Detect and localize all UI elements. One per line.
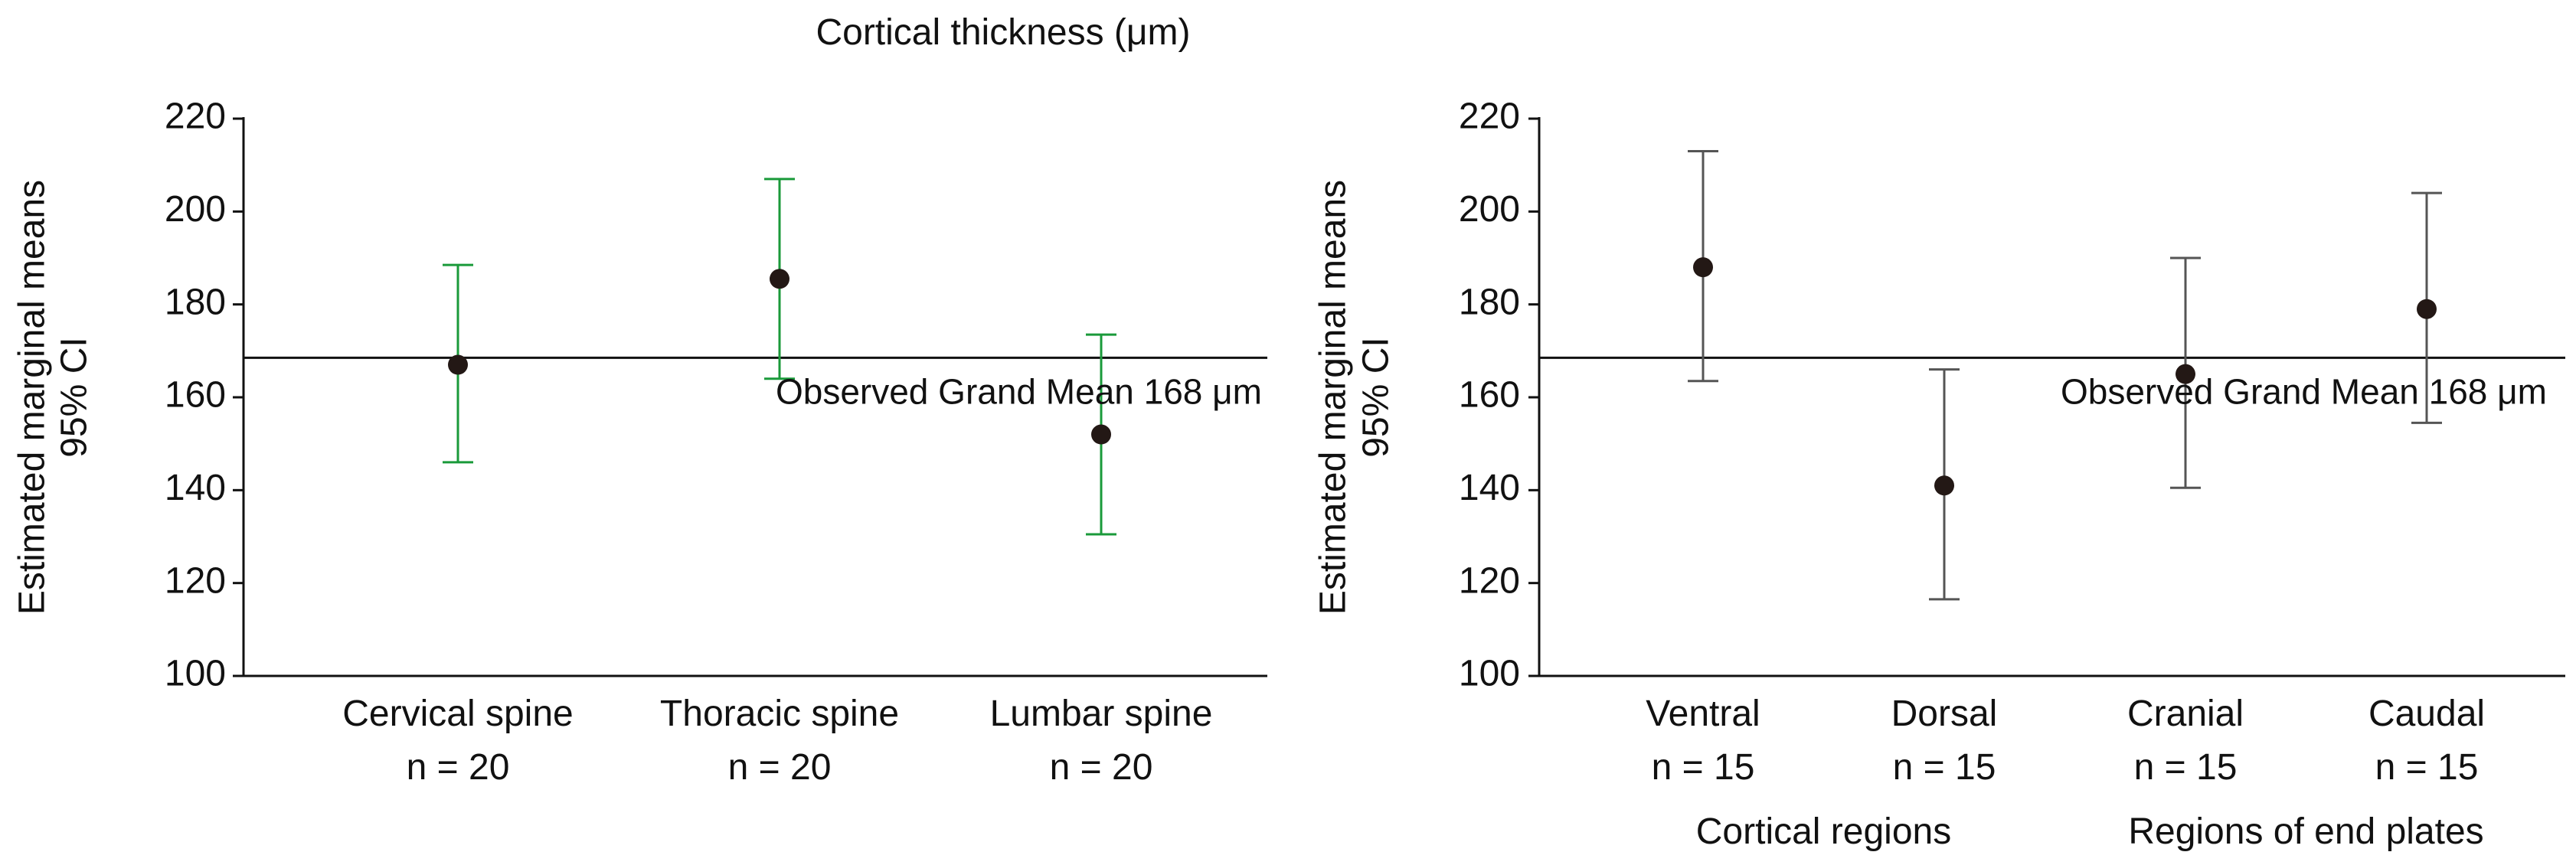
y-axis-label: Estimated marginal means bbox=[12, 180, 53, 615]
mean-point bbox=[1934, 475, 1954, 496]
y-tick-label: 120 bbox=[1459, 560, 1520, 601]
y-tick-label: 200 bbox=[165, 189, 226, 230]
y-tick-label: 100 bbox=[165, 654, 226, 694]
x-n-label: n = 15 bbox=[2375, 747, 2479, 788]
mean-point bbox=[770, 269, 789, 289]
x-n-label: n = 20 bbox=[407, 747, 510, 788]
y-tick-label: 160 bbox=[1459, 375, 1520, 416]
mean-point bbox=[2417, 299, 2437, 319]
y-tick-label: 220 bbox=[165, 96, 226, 137]
y-axis-label-ci: 95% CI bbox=[1356, 337, 1397, 457]
y-tick-label: 160 bbox=[165, 375, 226, 416]
x-category-label: Caudal bbox=[2368, 694, 2485, 734]
y-tick-label: 140 bbox=[165, 468, 226, 508]
y-axis-label: Estimated marginal means bbox=[1313, 180, 1354, 615]
y-tick-label: 100 bbox=[1459, 654, 1520, 694]
grand-mean-label: Observed Grand Mean 168 μm bbox=[776, 371, 1262, 411]
x-category-label: Cranial bbox=[2127, 694, 2244, 734]
x-category-label: Dorsal bbox=[1891, 694, 1998, 734]
x-category-label: Cervical spine bbox=[342, 694, 573, 734]
x-group-label: Regions of end plates bbox=[2128, 811, 2483, 852]
y-tick-label: 180 bbox=[1459, 282, 1520, 322]
x-n-label: n = 15 bbox=[1893, 747, 1996, 788]
x-category-label: Thoracic spine bbox=[660, 694, 899, 734]
y-tick-label: 220 bbox=[1459, 96, 1520, 137]
x-n-label: n = 20 bbox=[728, 747, 832, 788]
y-tick-label: 200 bbox=[1459, 189, 1520, 230]
chart-title: Cortical thickness (μm) bbox=[816, 12, 1190, 53]
y-tick-label: 140 bbox=[1459, 468, 1520, 508]
mean-point bbox=[1091, 424, 1111, 445]
y-axis-label-ci: 95% CI bbox=[54, 337, 95, 457]
x-n-label: n = 15 bbox=[1652, 747, 1755, 788]
y-tick-label: 120 bbox=[165, 560, 226, 601]
x-n-label: n = 15 bbox=[2134, 747, 2238, 788]
x-n-label: n = 20 bbox=[1050, 747, 1153, 788]
mean-point bbox=[2176, 364, 2195, 384]
x-group-label: Cortical regions bbox=[1696, 811, 1951, 852]
mean-point bbox=[1693, 257, 1713, 278]
y-tick-label: 180 bbox=[165, 282, 226, 322]
x-category-label: Lumbar spine bbox=[990, 694, 1213, 734]
panel-cortical-endplate-regions: Estimated marginal means 95% CI 100 120 140 1… bbox=[1313, 96, 2565, 852]
mean-point bbox=[448, 354, 468, 375]
x-category-label: Ventral bbox=[1646, 694, 1760, 734]
grand-mean-label: Observed Grand Mean 168 μm bbox=[2061, 371, 2547, 411]
panel-spine-regions: Estimated marginal means 95% CI 100 120 140 1… bbox=[12, 96, 1267, 788]
